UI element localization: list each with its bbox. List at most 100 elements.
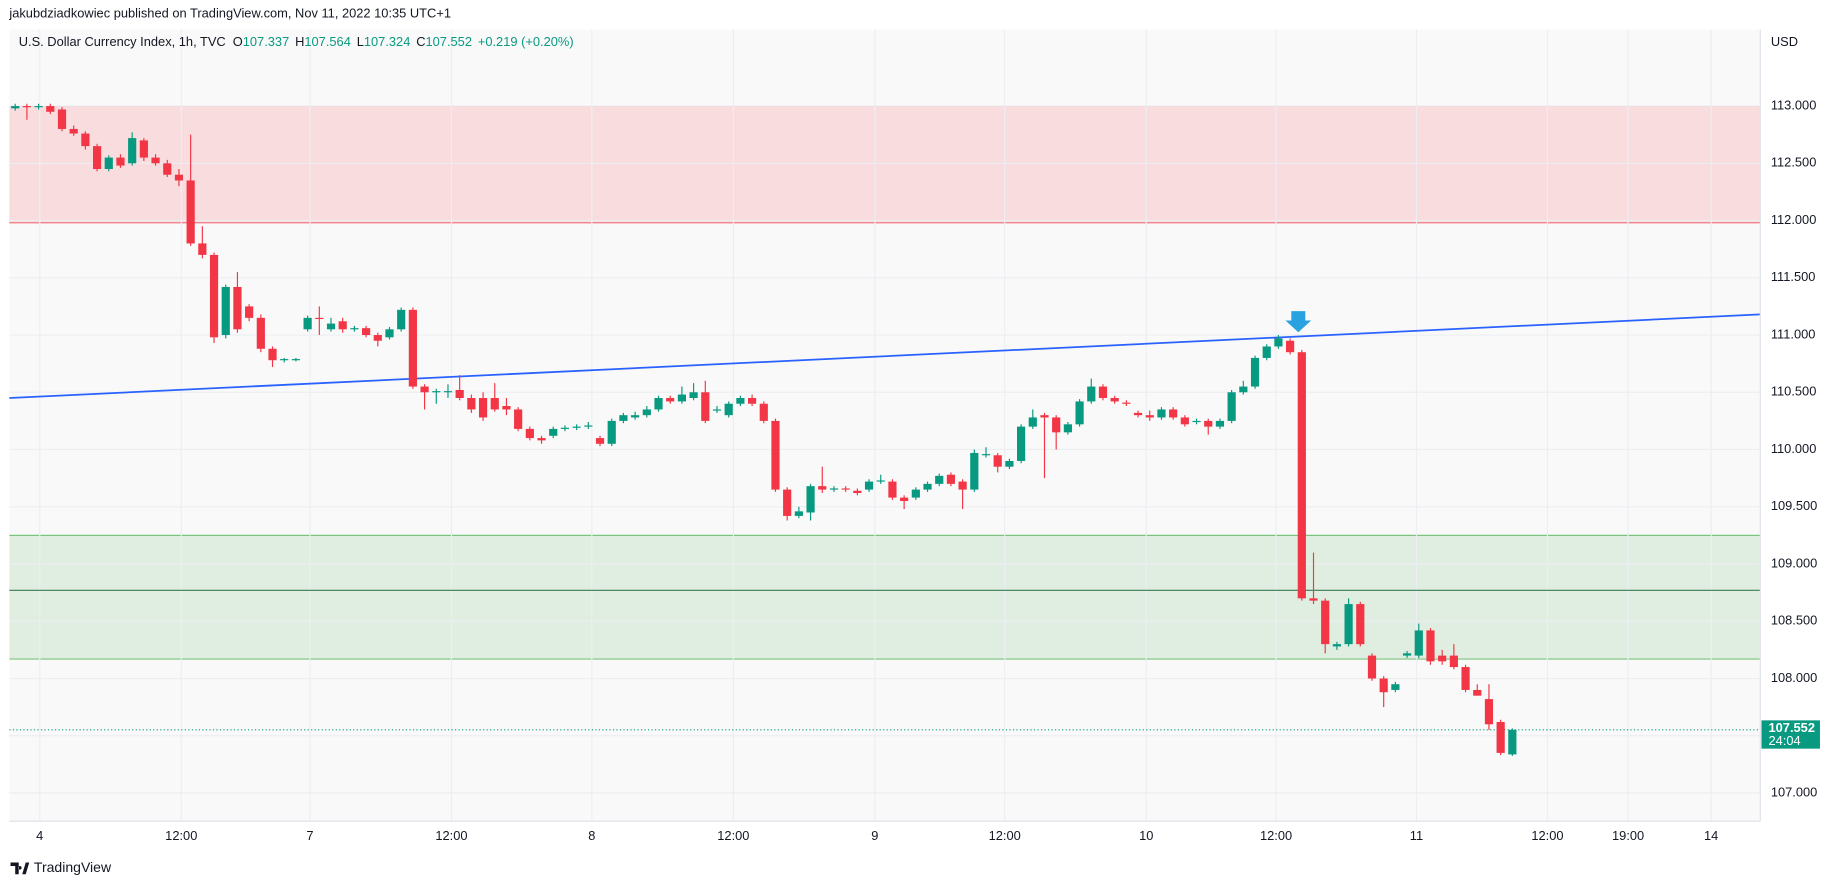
candle-body xyxy=(689,392,698,398)
candle-body xyxy=(350,328,359,330)
candle-body xyxy=(1133,412,1143,416)
candle-body xyxy=(525,428,534,439)
x-tick-label: 14 xyxy=(1704,828,1718,843)
candle-body xyxy=(1087,386,1096,402)
candle-body xyxy=(1508,729,1517,755)
candle-body xyxy=(829,488,839,490)
candle-body xyxy=(1192,420,1201,423)
candle-body xyxy=(502,406,511,410)
candle-body xyxy=(935,475,944,484)
y-tick-label: 112.000 xyxy=(1771,212,1817,227)
candle-body xyxy=(1040,415,1049,418)
candle-body xyxy=(443,391,453,393)
candle-body xyxy=(373,335,382,341)
candle-body xyxy=(1028,417,1037,427)
candle-body xyxy=(209,254,219,338)
legend-change: +0.219 (+0.20%) xyxy=(478,34,574,49)
candle-body xyxy=(22,106,31,108)
candle-body xyxy=(46,106,55,112)
candle-body xyxy=(607,420,616,444)
candle-body xyxy=(900,497,909,502)
candle-body xyxy=(631,415,640,418)
candle-body xyxy=(595,438,605,444)
legend-value: 107.324 xyxy=(364,34,410,49)
candle-body xyxy=(1098,386,1108,398)
zones xyxy=(9,105,1761,660)
y-tick-label: 109.000 xyxy=(1771,555,1817,570)
candle-body xyxy=(1145,415,1154,418)
brand: TradingView xyxy=(34,859,112,875)
candle-body xyxy=(467,397,476,410)
candle-body xyxy=(1157,409,1166,418)
candle-body xyxy=(128,138,137,164)
candle-body xyxy=(104,157,113,170)
candle-body xyxy=(478,397,488,418)
candle-body xyxy=(420,386,429,393)
candle-body xyxy=(1052,417,1061,433)
candle-body xyxy=(1332,644,1341,647)
x-tick-label: 9 xyxy=(871,828,878,843)
candle-body xyxy=(490,397,499,410)
candle-body xyxy=(747,397,757,404)
candle-body xyxy=(1414,630,1423,656)
grid xyxy=(9,29,1761,822)
zone xyxy=(9,106,1761,223)
x-tick-label: 12:00 xyxy=(717,828,749,843)
legend-key: C xyxy=(416,34,425,49)
candle-body xyxy=(455,389,464,398)
x-tick-label: 12:00 xyxy=(1531,828,1563,843)
y-tick-label: 110.000 xyxy=(1771,441,1817,456)
candle-body xyxy=(1250,357,1260,387)
candle-body xyxy=(432,391,441,393)
arrow-marker xyxy=(1285,311,1312,333)
candle-body xyxy=(1063,424,1072,433)
candle-body xyxy=(57,109,67,129)
candle-body xyxy=(198,243,207,255)
candle-body xyxy=(81,133,90,147)
candle-body xyxy=(1496,722,1505,753)
candle-body xyxy=(69,128,78,134)
trendline xyxy=(9,313,1761,399)
candle-body xyxy=(923,483,932,490)
candle-body xyxy=(174,174,184,181)
candle-body xyxy=(701,392,710,421)
countdown: 24:04 xyxy=(1769,733,1801,748)
y-tick-label: 110.500 xyxy=(1771,384,1817,399)
candle-body xyxy=(1075,401,1084,425)
x-tick-label: 12:00 xyxy=(165,828,197,843)
x-tick-label: 8 xyxy=(588,828,595,843)
candle-body xyxy=(315,317,324,320)
candle-body xyxy=(291,359,301,361)
labels: 107.000107.500108.000108.500109.000109.5… xyxy=(36,97,1820,843)
candle-body xyxy=(1215,420,1225,427)
candle-body xyxy=(1262,346,1271,358)
candle-body xyxy=(92,146,102,170)
y-tick-label: 113.000 xyxy=(1771,97,1817,112)
candle-body xyxy=(1297,352,1306,599)
x-tick-label: 11 xyxy=(1410,828,1423,843)
candle-body xyxy=(806,486,815,513)
logo xyxy=(10,862,30,875)
candle-body xyxy=(1321,600,1330,645)
candle-body xyxy=(256,317,265,349)
candle-body xyxy=(34,106,43,108)
legend-title: U.S. Dollar Currency Index, 1h, TVC xyxy=(19,34,226,49)
candle-body xyxy=(303,317,312,330)
candle-body xyxy=(268,348,277,361)
candle-body xyxy=(619,415,628,421)
candle-body xyxy=(186,180,195,244)
candle-body xyxy=(783,489,792,516)
candle-body xyxy=(841,488,850,490)
candle-body xyxy=(853,490,862,494)
candle-body xyxy=(245,306,254,318)
candle-body xyxy=(1344,604,1353,645)
price-tag xyxy=(1761,720,1820,749)
candle-body xyxy=(537,438,546,441)
x-tick-label: 12:00 xyxy=(1260,828,1292,843)
y-tick-label: 108.500 xyxy=(1771,613,1817,628)
candle-body xyxy=(1204,420,1213,427)
candle-body xyxy=(1227,392,1236,421)
candle-body xyxy=(326,323,336,330)
candle-body xyxy=(1286,340,1295,353)
